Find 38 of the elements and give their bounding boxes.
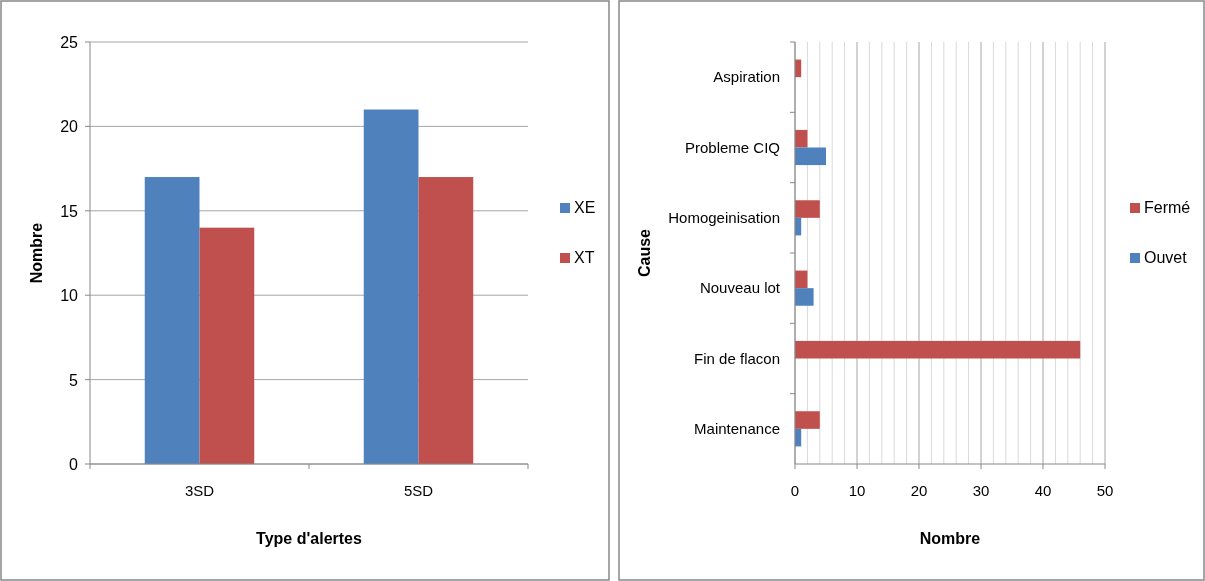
y-axis-title: Nombre xyxy=(28,222,45,284)
x-tick-label: 0 xyxy=(790,482,800,499)
bar xyxy=(199,227,255,464)
x-axis-title: Nombre xyxy=(919,530,981,547)
x-tick-label: 30 xyxy=(972,482,990,499)
legend-label: Fermé xyxy=(1144,199,1191,216)
bar xyxy=(795,129,808,148)
x-tick-label: 3SD xyxy=(184,482,215,499)
y-tick-label: 25 xyxy=(60,34,79,51)
y-tick-label: Fin de flacon xyxy=(694,349,780,367)
y-tick-label: 5 xyxy=(69,371,79,389)
bar xyxy=(795,340,1081,359)
y-tick-label: Homogeinisation xyxy=(668,208,780,226)
bar xyxy=(795,288,814,306)
x-tick-label: 50 xyxy=(1096,482,1114,499)
y-tick-label: 20 xyxy=(60,118,79,136)
y-axis-title: Cause xyxy=(636,228,653,278)
bar xyxy=(795,411,820,429)
y-tick-label: 0 xyxy=(69,456,79,473)
x-tick-label: 40 xyxy=(1034,482,1052,499)
legend-label: XE xyxy=(574,199,596,216)
y-tick-label: Maintenance xyxy=(694,419,780,437)
y-tick-label: Probleme CIQ xyxy=(684,138,780,156)
x-axis-title: Type d'alertes xyxy=(256,530,362,547)
legend-label: XT xyxy=(574,249,595,266)
bar xyxy=(363,109,419,464)
bar xyxy=(418,177,474,464)
x-tick-label: 5SD xyxy=(403,482,434,499)
bar xyxy=(795,147,826,166)
x-tick-label: 20 xyxy=(910,482,928,499)
legend-label: Ouvet xyxy=(1144,249,1188,266)
y-tick-label: Nouveau lot xyxy=(699,279,781,297)
y-tick-label: 10 xyxy=(60,287,79,305)
y-tick-label: 15 xyxy=(60,202,79,220)
x-tick-label: 10 xyxy=(848,482,866,499)
bar xyxy=(795,200,820,218)
bar xyxy=(144,177,200,464)
y-tick-label: Aspiration xyxy=(713,68,780,86)
